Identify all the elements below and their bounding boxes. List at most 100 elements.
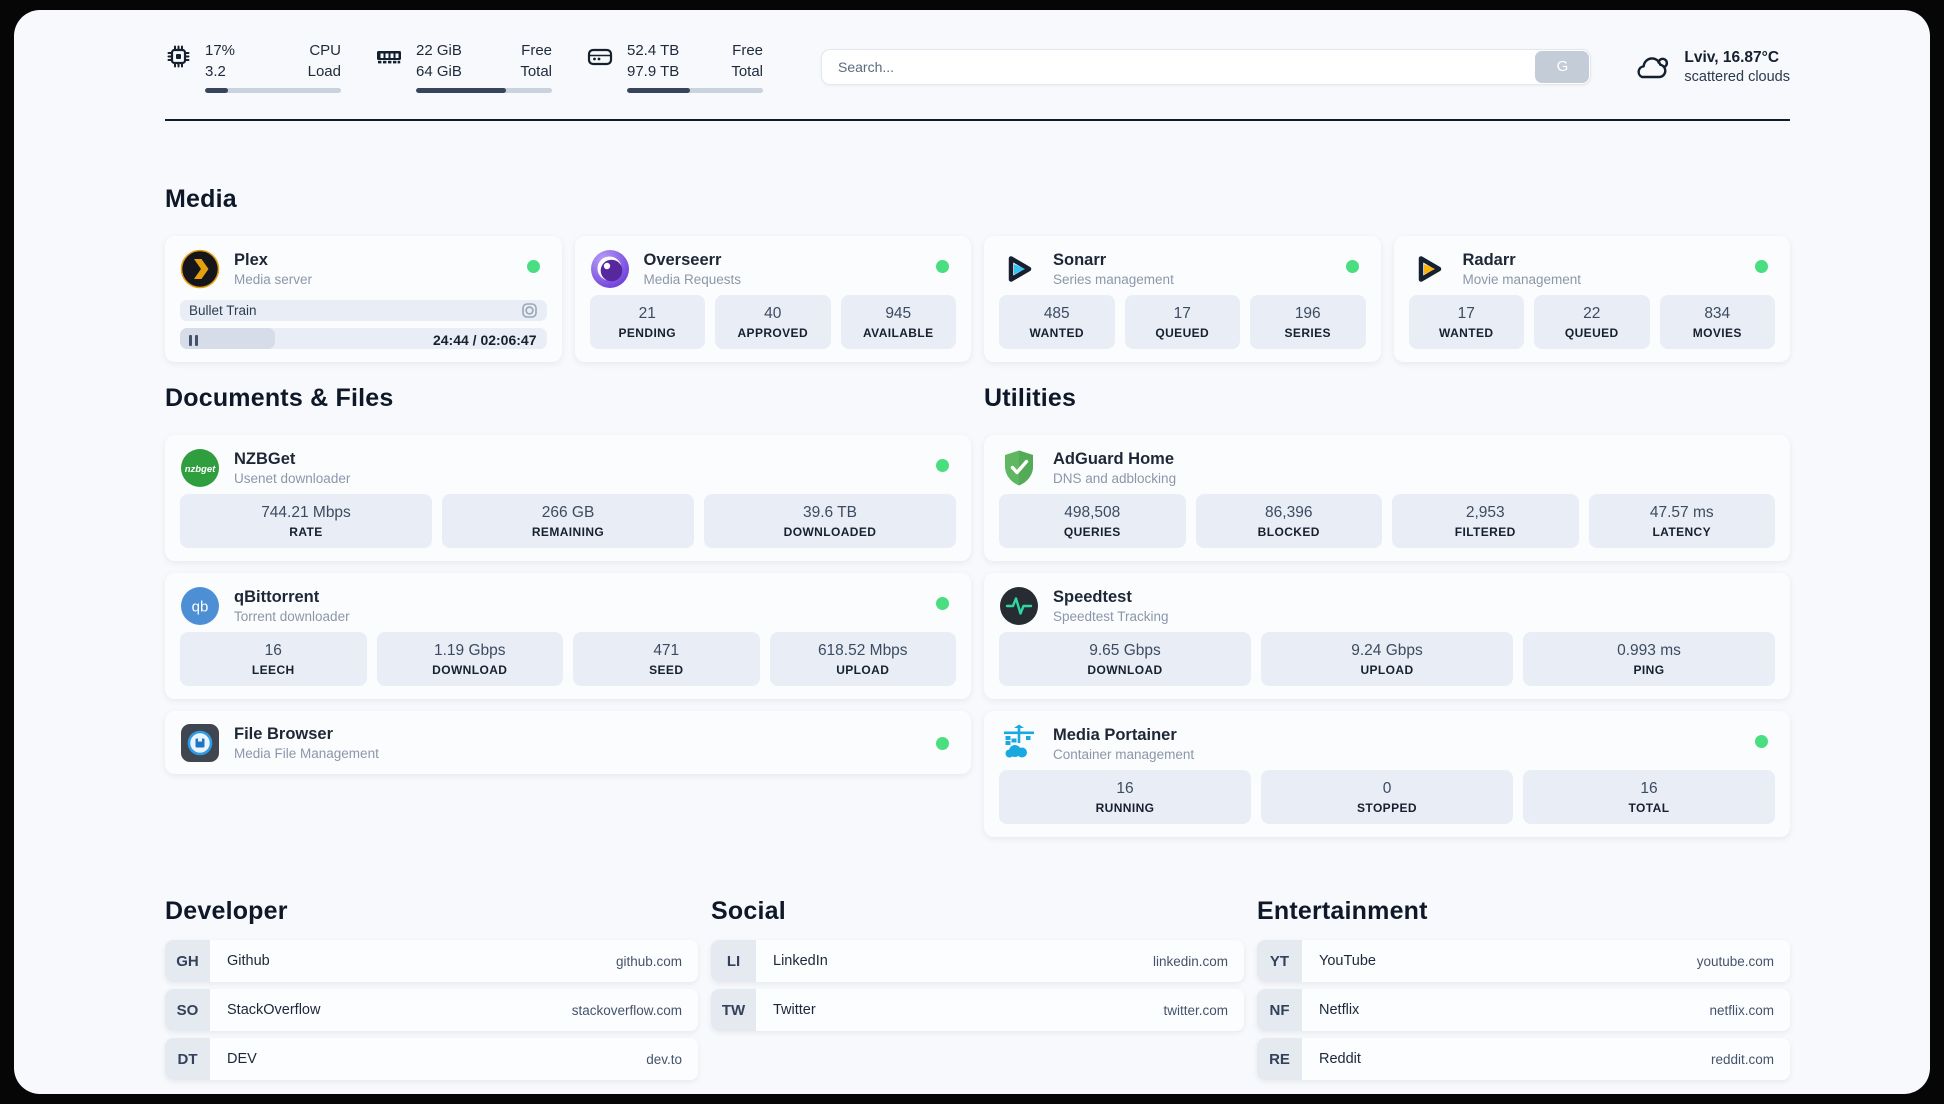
status-dot <box>936 597 949 610</box>
section-title-entertainment: Entertainment <box>1257 897 1428 925</box>
plex-icon <box>180 249 220 289</box>
app-card-sonarr[interactable]: Sonarr Series management 485 WANTED 17 Q… <box>984 236 1381 362</box>
disk-progress-track <box>627 88 763 93</box>
search-engine-button[interactable]: G <box>1535 50 1590 83</box>
section-title-media: Media <box>165 185 237 213</box>
app-subtitle: Speedtest Tracking <box>1053 609 1169 624</box>
link-github[interactable]: GH Github github.com <box>165 940 698 982</box>
media-lens-icon <box>521 303 537 318</box>
app-card-speedtest[interactable]: Speedtest Speedtest Tracking 9.65 Gbps D… <box>984 573 1790 699</box>
app-card-filebrowser[interactable]: File Browser Media File Management <box>165 711 971 774</box>
stat-pending: 21 PENDING <box>589 295 705 349</box>
stat-download: 9.65 Gbps DOWNLOAD <box>999 632 1251 686</box>
link-netflix[interactable]: NF Netflix netflix.com <box>1257 989 1790 1031</box>
player-progress-fill <box>180 328 276 349</box>
player-progress-bar[interactable]: 24:44 / 02:06:47 <box>180 328 547 349</box>
svg-text:qb: qb <box>192 599 209 616</box>
media-cards-row: Plex Media server Bullet Train <box>165 236 1790 362</box>
status-dot <box>1345 260 1359 273</box>
status-dot <box>526 260 540 273</box>
memory-progress-track <box>416 88 552 93</box>
disk-stat-widget: 52.4 TB 97.9 TB Free Total <box>586 40 763 93</box>
app-name: qBittorrent <box>234 588 320 606</box>
svg-text:nzbget: nzbget <box>185 464 216 475</box>
link-badge: YT <box>1257 940 1302 982</box>
dashboard-page: 17% 3.2 CPU Load <box>14 10 1930 1094</box>
app-card-portainer[interactable]: Media Portainer Container management 16 … <box>984 711 1790 837</box>
disk-progress-fill <box>627 88 690 93</box>
section-title-utilities: Utilities <box>984 384 1077 412</box>
search-input[interactable] <box>821 48 1592 85</box>
section-title-social: Social <box>711 897 786 925</box>
stat-blocked: 86,396 BLOCKED <box>1195 494 1382 548</box>
stat-ping: 0.993 ms PING <box>1523 632 1775 686</box>
app-name: Overseerr <box>643 251 722 269</box>
weather-widget[interactable]: Lviv, 16.87°C scattered clouds <box>1631 49 1790 85</box>
speedtest-icon <box>1000 587 1038 625</box>
stat-queued: 17 QUEUED <box>1124 295 1240 349</box>
link-badge: LI <box>711 940 756 982</box>
stat-download: 1.19 Gbps DOWNLOAD <box>376 632 563 686</box>
stat-running: 16 RUNNING <box>999 770 1251 824</box>
portainer-icon <box>1004 724 1034 758</box>
link-youtube[interactable]: YT YouTube youtube.com <box>1257 940 1790 982</box>
link-badge: RE <box>1257 1038 1302 1080</box>
disk-values: 52.4 TB 97.9 TB <box>627 42 680 80</box>
app-name: NZBGet <box>234 450 296 468</box>
section-title-documents: Documents & Files <box>165 384 394 412</box>
links-section-entertainment: Entertainment YT YouTube youtube.com NF … <box>1257 897 1790 1080</box>
app-subtitle: Usenet downloader <box>234 471 351 486</box>
top-bar: 17% 3.2 CPU Load <box>165 10 1790 93</box>
app-name: AdGuard Home <box>1053 450 1175 468</box>
player-time: 24:44 / 02:06:47 <box>432 332 537 348</box>
app-subtitle: Movie management <box>1462 272 1582 287</box>
app-card-nzbget[interactable]: nzbget NZBGet Usenet downloader 744.21 M… <box>165 435 971 561</box>
stat-upload: 9.24 Gbps UPLOAD <box>1261 632 1513 686</box>
qbittorrent-icon: qb <box>181 587 219 625</box>
app-card-adguard[interactable]: AdGuard Home DNS and adblocking 498,508 … <box>984 435 1790 561</box>
link-badge: NF <box>1257 989 1302 1031</box>
search-bar: G <box>821 48 1592 85</box>
cpu-values: 17% 3.2 <box>205 42 236 80</box>
app-card-plex[interactable]: Plex Media server Bullet Train <box>165 236 562 362</box>
radarr-icon <box>1418 256 1441 282</box>
stat-series: 196 SERIES <box>1250 295 1366 349</box>
link-dev[interactable]: DT DEV dev.to <box>165 1038 698 1080</box>
cpu-stat-widget: 17% 3.2 CPU Load <box>165 40 341 93</box>
stat-rate: 744.21 Mbps RATE <box>180 494 432 548</box>
status-dot <box>1755 260 1768 273</box>
stat-upload: 618.52 Mbps UPLOAD <box>769 632 956 686</box>
stat-seed: 471 SEED <box>573 632 760 686</box>
app-subtitle: Container management <box>1053 747 1195 762</box>
app-subtitle: DNS and adblocking <box>1053 471 1177 486</box>
app-name: File Browser <box>234 724 334 743</box>
now-playing-row: Bullet Train <box>180 300 547 321</box>
filebrowser-icon <box>181 723 219 762</box>
pause-icon[interactable] <box>189 335 198 346</box>
stat-latency: 47.57 ms LATENCY <box>1588 494 1775 548</box>
weather-location: Lviv, 16.87°C <box>1684 48 1780 66</box>
stat-remaining: 266 GB REMAINING <box>442 494 694 548</box>
link-stackoverflow[interactable]: SO StackOverflow stackoverflow.com <box>165 989 698 1031</box>
sonarr-icon <box>1008 256 1032 282</box>
link-badge: TW <box>711 989 756 1031</box>
stat-stopped: 0 STOPPED <box>1261 770 1513 824</box>
app-subtitle: Media File Management <box>234 745 379 761</box>
cpu-labels: CPU Load <box>307 42 341 80</box>
memory-values: 22 GiB 64 GiB <box>416 42 462 80</box>
memory-labels: Free Total <box>520 42 552 80</box>
app-name: Speedtest <box>1053 588 1132 606</box>
app-card-radarr[interactable]: Radarr Movie management 17 WANTED 22 QUE… <box>1393 236 1790 362</box>
link-linkedin[interactable]: LI LinkedIn linkedin.com <box>711 940 1244 982</box>
app-name: Media Portainer <box>1053 726 1177 744</box>
cpu-icon <box>167 45 190 68</box>
app-name: Radarr <box>1462 251 1516 269</box>
stat-leech: 16 LEECH <box>180 632 367 686</box>
app-card-qbittorrent[interactable]: qb qBittorrent Torrent downloader 16 <box>165 573 971 699</box>
link-reddit[interactable]: RE Reddit reddit.com <box>1257 1038 1790 1080</box>
link-twitter[interactable]: TW Twitter twitter.com <box>711 989 1244 1031</box>
status-dot <box>936 736 949 750</box>
stat-movies: 834 MOVIES <box>1659 295 1775 349</box>
app-card-overseerr[interactable]: Overseerr Media Requests 21 PENDING 40 A… <box>574 236 971 362</box>
app-name: Sonarr <box>1053 251 1107 269</box>
